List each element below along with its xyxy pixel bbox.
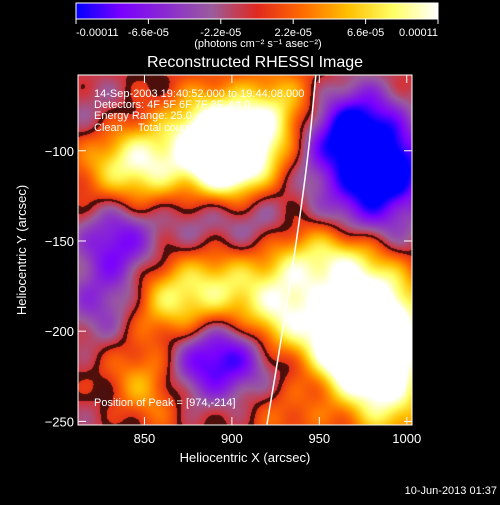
annotation-energy-range: Energy Range: 25.0 - 50.0 keV: [94, 110, 246, 122]
colorbar-tick-label: -2.2e-05: [200, 27, 241, 39]
colorbar: [75, 2, 439, 20]
colorbar-tick-label: 6.6e-05: [347, 27, 384, 39]
colorbar-tick-labels: -0.00011 -6.6e-05 -2.2e-05 2.2e-05 6.6e-05 0.…: [76, 27, 438, 39]
footer-timestamp: 10-Jun-2013 01:37: [405, 485, 497, 497]
x-axis-ticks: [143, 75, 408, 425]
annotation-peak-position: Position of Peak = [974,-214]: [94, 397, 236, 409]
y-tick-label: −200: [45, 324, 74, 339]
x-tick-label: 1000: [392, 431, 421, 446]
x-tick-label: 900: [221, 431, 243, 446]
heatmap-image: [78, 75, 412, 425]
x-tick-label: 950: [308, 431, 330, 446]
x-axis-tick-labels: 850 900 950 1000: [134, 431, 422, 446]
annotation-total-counts: Clean Total counts: 3.03E+03: [94, 122, 250, 134]
colorbar-tick-label: -0.00011: [76, 27, 119, 39]
x-axis-label: Heliocentric X (arcsec): [180, 450, 311, 465]
annotation-detectors: Detectors: 4F 5F 6F 7F 8F, Att 0: [94, 99, 251, 111]
solar-limb-curve: [266, 75, 317, 425]
colorbar-ticks: [75, 19, 439, 24]
colorbar-tick-label: -6.6e-05: [128, 27, 169, 39]
annotation-time-range: 14-Sep-2003 19:40:52.000 to 19:44:08.000: [94, 88, 304, 100]
colorbar-tick-label: 2.2e-05: [275, 27, 312, 39]
plot-frame: [77, 74, 413, 426]
y-tick-label: −150: [45, 234, 74, 249]
colorbar-tick-label: 0.00011: [399, 27, 438, 39]
y-axis-label: Heliocentric Y (arcsec): [14, 185, 29, 315]
x-tick-label: 850: [134, 431, 156, 446]
chart-title: Reconstructed RHESSI Image: [147, 54, 363, 71]
colorbar-units-label: (photons cm⁻² s⁻¹ asec⁻²): [194, 38, 321, 50]
y-axis-ticks: [78, 150, 412, 422]
y-axis-tick-labels: −100 −150 −200 −250: [45, 144, 74, 430]
y-tick-label: −250: [45, 414, 74, 429]
y-tick-label: −100: [45, 144, 74, 159]
